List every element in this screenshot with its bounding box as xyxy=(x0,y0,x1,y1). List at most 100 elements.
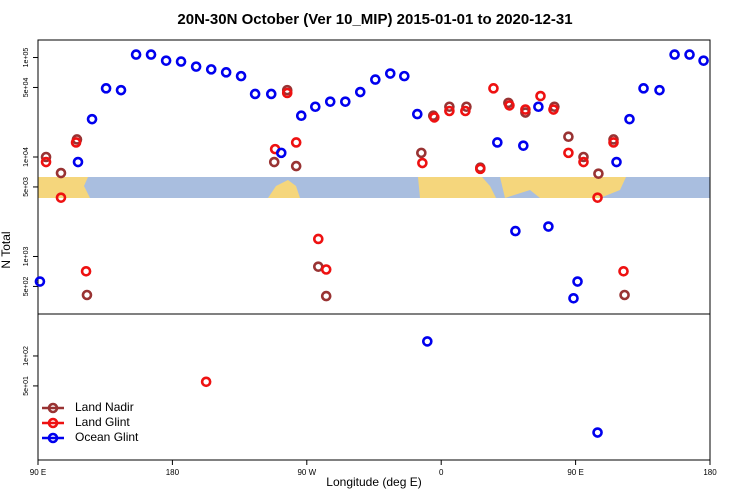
y-tick-label: 1e+03 xyxy=(23,247,30,267)
point xyxy=(80,265,92,277)
point xyxy=(295,110,307,122)
point xyxy=(324,96,336,107)
point xyxy=(100,83,112,94)
point xyxy=(205,64,217,75)
x-axis-label: Longitude (deg E) xyxy=(326,475,421,489)
point xyxy=(200,376,212,388)
point xyxy=(638,83,649,94)
point xyxy=(535,90,546,102)
x-tick-label: 180 xyxy=(166,468,180,477)
point xyxy=(548,104,559,115)
point xyxy=(698,55,709,66)
point xyxy=(533,101,544,113)
y-tick-label: 5e+04 xyxy=(23,78,30,98)
point xyxy=(190,61,202,72)
x-tick-label: 90 E xyxy=(567,468,583,477)
legend-marker xyxy=(47,402,59,414)
point xyxy=(86,113,98,125)
point xyxy=(115,84,127,96)
point xyxy=(475,163,486,175)
x-tick-label: 90 W xyxy=(297,468,316,477)
legend-label: Land Glint xyxy=(75,415,130,429)
point xyxy=(520,104,531,115)
point xyxy=(399,70,410,82)
point xyxy=(578,151,589,163)
point xyxy=(444,101,455,113)
point xyxy=(320,290,332,302)
point xyxy=(220,67,232,78)
point xyxy=(422,336,433,347)
legend-marker xyxy=(47,417,59,429)
point xyxy=(492,137,503,148)
point xyxy=(81,289,93,301)
point xyxy=(235,70,247,82)
y-tick-label: 5e+03 xyxy=(23,177,30,197)
point xyxy=(608,137,619,148)
point xyxy=(34,276,46,287)
y-tick-label: 1e+05 xyxy=(23,48,30,68)
point xyxy=(518,140,529,151)
point xyxy=(488,83,499,94)
plot-frame xyxy=(37,39,711,461)
point xyxy=(145,49,157,60)
map-strip xyxy=(38,177,710,198)
point xyxy=(592,427,603,438)
point xyxy=(572,276,583,287)
x-tick-label: 0 xyxy=(439,468,444,477)
point xyxy=(55,167,67,179)
x-tick-label: 180 xyxy=(703,468,717,477)
point xyxy=(384,68,396,79)
point xyxy=(340,96,351,107)
point xyxy=(72,156,84,168)
point xyxy=(310,101,321,113)
point xyxy=(578,156,589,168)
point xyxy=(370,74,381,85)
point xyxy=(568,292,579,304)
y-tick-label: 5e+01 xyxy=(23,376,30,396)
point xyxy=(592,192,603,203)
point xyxy=(429,112,440,123)
chart-title: 20N-30N October (Ver 10_MIP) 2015-01-01 … xyxy=(177,11,572,28)
point xyxy=(618,265,629,277)
point xyxy=(510,225,521,237)
point xyxy=(412,108,423,120)
y-tick-label: 5e+02 xyxy=(23,276,30,296)
point xyxy=(268,156,280,168)
point xyxy=(563,131,574,142)
point xyxy=(619,289,630,301)
point xyxy=(130,49,142,60)
point xyxy=(55,192,67,203)
point xyxy=(290,160,302,172)
point xyxy=(40,151,52,163)
y-tick-label: 1e+04 xyxy=(23,147,30,167)
point xyxy=(593,168,604,179)
point xyxy=(417,157,428,169)
point xyxy=(160,55,172,66)
point xyxy=(416,147,427,159)
point xyxy=(265,88,277,100)
y-axis-label: N Total xyxy=(0,231,13,268)
x-tick-label: 90 E xyxy=(30,468,46,477)
point xyxy=(684,49,695,60)
point xyxy=(249,88,261,100)
point xyxy=(543,221,554,232)
point xyxy=(563,147,574,159)
legend-label: Ocean Glint xyxy=(75,430,139,444)
point xyxy=(460,105,471,117)
point xyxy=(290,137,302,148)
point xyxy=(504,100,515,111)
point xyxy=(669,49,680,60)
legend-label: Land Nadir xyxy=(75,400,134,414)
point xyxy=(312,233,324,245)
legend-marker xyxy=(47,432,59,444)
point xyxy=(275,147,287,159)
point xyxy=(354,86,366,98)
point xyxy=(444,105,455,117)
point xyxy=(281,87,293,99)
point xyxy=(175,56,187,67)
y-tick-label: 1e+02 xyxy=(23,346,30,366)
point xyxy=(624,113,635,125)
point xyxy=(611,156,622,168)
point xyxy=(320,264,332,275)
point xyxy=(70,137,82,148)
